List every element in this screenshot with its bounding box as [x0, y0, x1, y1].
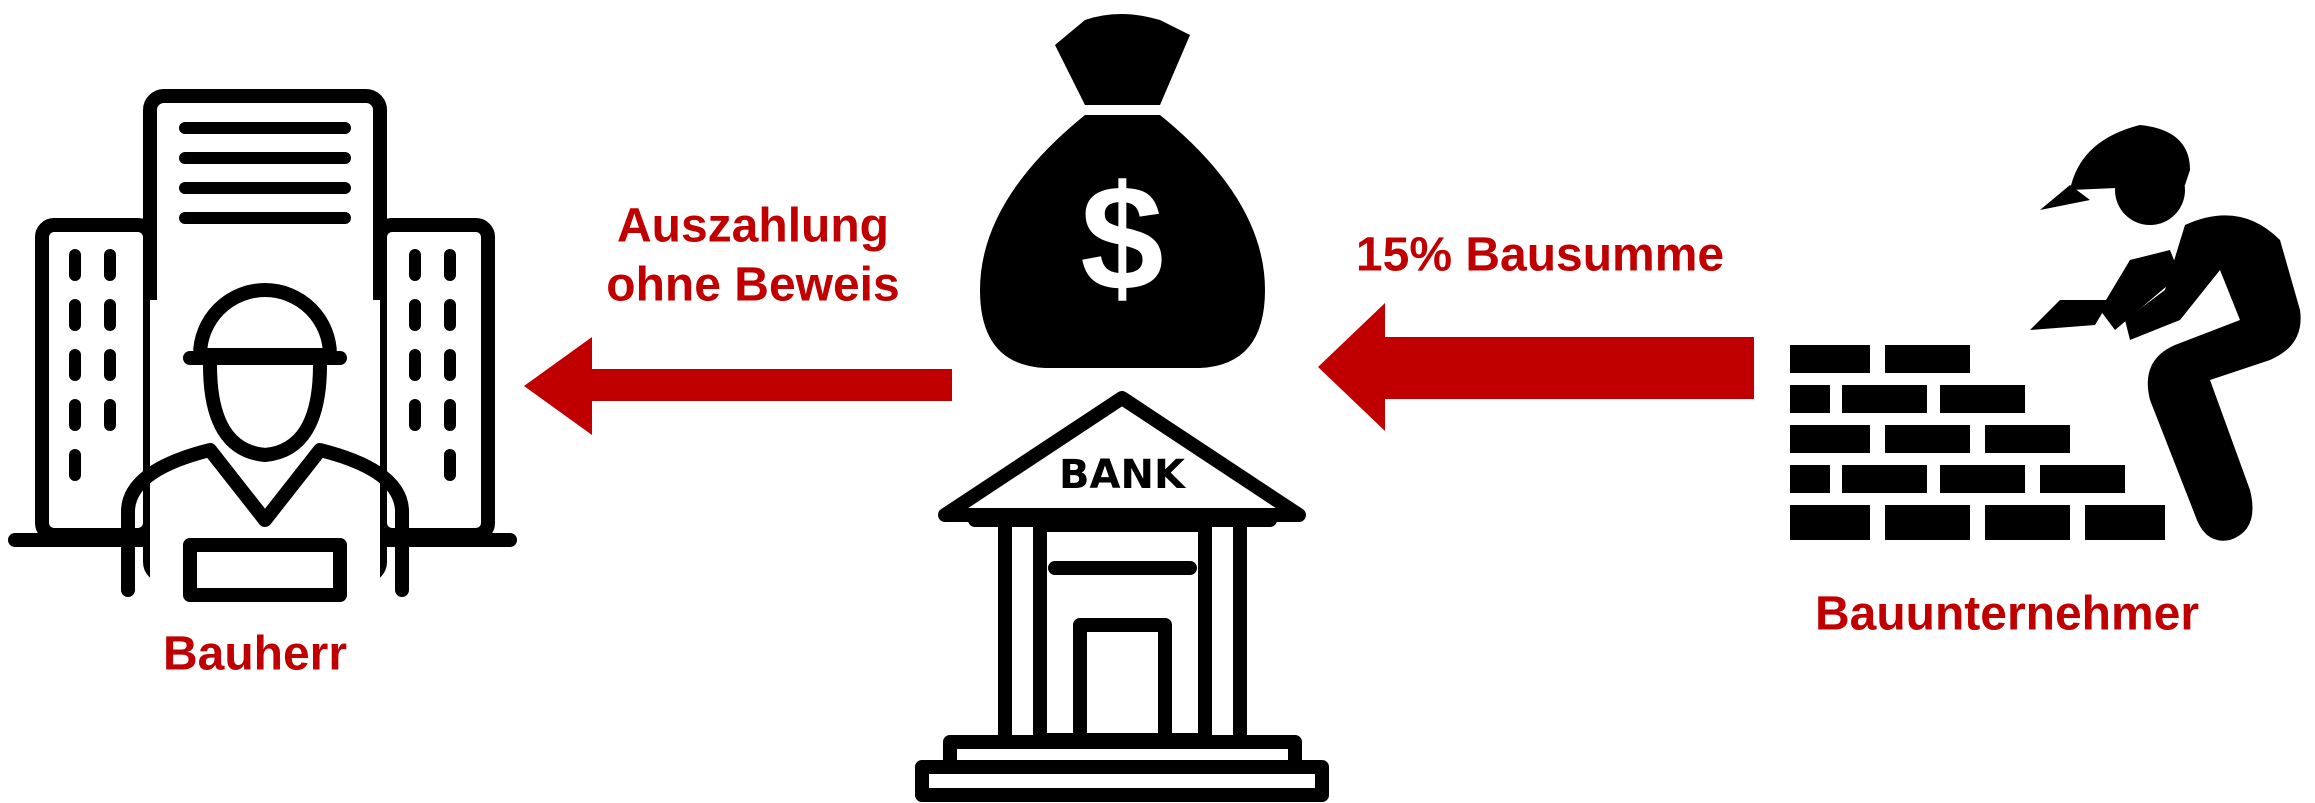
arrow — [524, 337, 952, 435]
bauherr-icon — [8, 89, 517, 602]
bag-symbol: $ — [1080, 154, 1163, 322]
node-label: Bauunternehmer — [1815, 588, 2199, 641]
money-bag-icon: $ — [980, 14, 1265, 368]
bank-icon: BANK — [915, 391, 1329, 802]
bauunternehmer-icon — [1790, 125, 2301, 541]
bank-label: BANK — [1059, 452, 1187, 498]
arrow — [1318, 303, 1754, 431]
node-label: Bauherr — [163, 628, 347, 681]
edge-label: 15% Bausumme — [1356, 229, 1724, 282]
edge-label: Auszahlung — [617, 200, 889, 253]
edge-label: ohne Beweis — [606, 259, 899, 312]
